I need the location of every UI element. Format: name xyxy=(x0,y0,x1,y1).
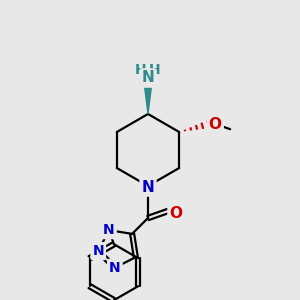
Polygon shape xyxy=(145,86,152,114)
Text: N: N xyxy=(103,223,115,237)
Text: N: N xyxy=(109,261,121,275)
Text: O: O xyxy=(209,117,222,132)
Text: N: N xyxy=(92,244,104,258)
Text: H: H xyxy=(149,63,161,77)
Text: N: N xyxy=(142,179,154,194)
Text: O: O xyxy=(169,206,182,220)
Text: H: H xyxy=(135,63,147,77)
Text: N: N xyxy=(142,70,154,86)
